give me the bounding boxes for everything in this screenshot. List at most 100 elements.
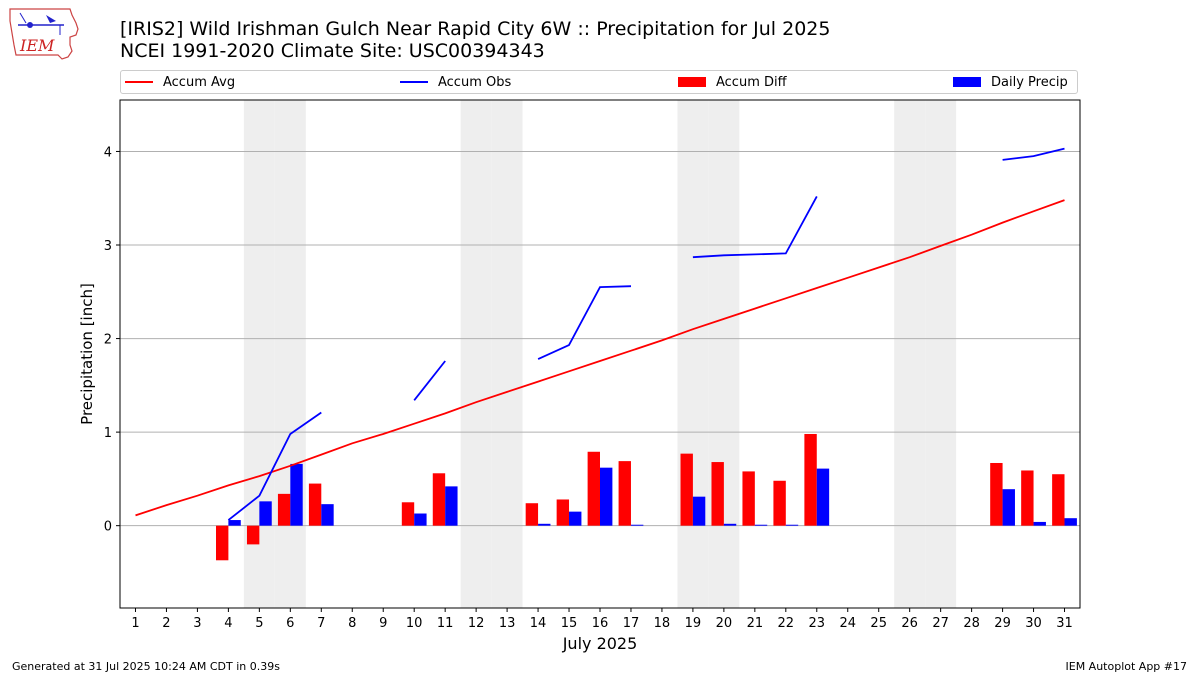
line-accum-obs bbox=[413, 360, 446, 401]
bar-accum-diff bbox=[804, 433, 817, 526]
weekend-shade bbox=[491, 100, 523, 608]
y-tick-label: 2 bbox=[104, 333, 112, 348]
x-tick-label: 18 bbox=[654, 616, 671, 631]
logo-text: IEM bbox=[19, 36, 55, 55]
line-accum-obs bbox=[537, 285, 632, 360]
x-tick-label: 26 bbox=[901, 616, 918, 631]
footer-app: IEM Autoplot App #17 bbox=[1065, 660, 1188, 673]
x-tick-label: 24 bbox=[839, 616, 856, 631]
x-tick-label: 29 bbox=[994, 616, 1011, 631]
bar-daily-precip bbox=[414, 513, 427, 526]
y-tick-label: 1 bbox=[104, 426, 112, 441]
bar-accum-diff bbox=[556, 499, 570, 526]
bar-daily-precip bbox=[290, 463, 303, 526]
legend-item-accum-diff: Accum Diff bbox=[678, 71, 787, 93]
bar-accum-diff bbox=[216, 525, 229, 561]
x-tick-label: 4 bbox=[224, 616, 232, 631]
y-tick-label: 0 bbox=[104, 520, 112, 535]
x-tick-label: 23 bbox=[809, 616, 826, 631]
line-accum-obs bbox=[692, 195, 818, 259]
legend-label-daily-precip: Daily Precip bbox=[991, 74, 1068, 90]
y-axis-label: Precipitation [inch] bbox=[78, 283, 96, 425]
bar-accum-diff bbox=[587, 451, 600, 526]
x-tick-label: 2 bbox=[162, 616, 170, 631]
x-tick-label: 7 bbox=[317, 616, 325, 631]
plot-frame bbox=[119, 99, 1081, 609]
x-tick-label: 30 bbox=[1025, 616, 1042, 631]
x-tick-label: 20 bbox=[716, 616, 733, 631]
weekend-shade bbox=[460, 100, 492, 608]
chart-title: [IRIS2] Wild Irishman Gulch Near Rapid C… bbox=[120, 18, 831, 40]
x-tick-label: 12 bbox=[468, 616, 485, 631]
x-tick-label: 25 bbox=[870, 616, 887, 631]
x-tick-label: 3 bbox=[193, 616, 201, 631]
bar-daily-precip bbox=[569, 511, 582, 526]
legend-swatch-accum-avg bbox=[125, 81, 153, 83]
iowa-map-icon: IEM bbox=[9, 8, 79, 60]
weekend-shade bbox=[677, 100, 709, 608]
bar-accum-diff bbox=[680, 453, 693, 526]
legend-label-accum-diff: Accum Diff bbox=[716, 74, 787, 90]
chart-subtitle: NCEI 1991-2020 Climate Site: USC00394343 bbox=[120, 40, 545, 62]
bar-daily-precip bbox=[723, 523, 737, 526]
bar-accum-diff bbox=[618, 461, 631, 526]
x-tick-label: 16 bbox=[592, 616, 609, 631]
bar-daily-precip bbox=[321, 504, 334, 526]
legend-item-daily-precip: Daily Precip bbox=[953, 71, 1068, 93]
y-tick-label: 3 bbox=[104, 239, 112, 254]
legend-item-accum-avg: Accum Avg bbox=[125, 71, 235, 93]
bar-accum-diff bbox=[711, 462, 724, 526]
bar-daily-precip bbox=[1064, 518, 1077, 526]
weekend-shade bbox=[925, 100, 957, 608]
x-tick-label: 13 bbox=[499, 616, 516, 631]
x-tick-label: 6 bbox=[286, 616, 294, 631]
legend-label-accum-avg: Accum Avg bbox=[163, 74, 236, 90]
x-tick-label: 21 bbox=[747, 616, 764, 631]
bar-accum-diff bbox=[990, 462, 1003, 526]
x-tick-label: 17 bbox=[623, 616, 640, 631]
bar-accum-diff bbox=[277, 493, 291, 526]
bar-accum-diff bbox=[773, 480, 786, 526]
x-tick-label: 11 bbox=[437, 616, 454, 631]
bar-daily-precip bbox=[754, 524, 768, 526]
bar-accum-diff bbox=[1052, 474, 1065, 526]
bar-daily-precip bbox=[445, 486, 458, 526]
weekend-shade bbox=[894, 100, 926, 608]
x-tick-label: 27 bbox=[932, 616, 949, 631]
x-tick-label: 10 bbox=[406, 616, 423, 631]
line-accum-obs bbox=[1002, 147, 1065, 161]
legend-swatch-accum-diff bbox=[678, 77, 706, 87]
bar-accum-diff bbox=[401, 502, 415, 526]
bar-daily-precip bbox=[692, 496, 706, 526]
x-tick-label: 22 bbox=[778, 616, 795, 631]
bar-daily-precip bbox=[600, 467, 613, 526]
bar-accum-diff bbox=[742, 471, 755, 526]
legend-label-accum-obs: Accum Obs bbox=[438, 74, 512, 90]
x-tick-label: 5 bbox=[255, 616, 263, 631]
legend: Accum Avg Accum Obs Accum Diff Daily Pre… bbox=[120, 70, 1078, 94]
bar-accum-diff bbox=[432, 473, 446, 526]
bar-daily-precip bbox=[1033, 521, 1046, 526]
weekend-shade bbox=[274, 100, 306, 608]
bar-daily-precip bbox=[538, 523, 551, 526]
x-tick-label: 1 bbox=[131, 616, 139, 631]
x-tick-label: 28 bbox=[963, 616, 980, 631]
line-accum-obs bbox=[227, 411, 322, 521]
legend-item-accum-obs: Accum Obs bbox=[400, 71, 511, 93]
line-accum-avg bbox=[135, 199, 1065, 517]
x-tick-label: 19 bbox=[685, 616, 702, 631]
bar-daily-precip bbox=[785, 524, 799, 526]
legend-swatch-daily-precip bbox=[953, 77, 981, 87]
x-tick-label: 14 bbox=[530, 616, 547, 631]
weekend-shade bbox=[708, 100, 740, 608]
x-axis-label: July 2025 bbox=[562, 634, 638, 653]
x-tick-label: 8 bbox=[348, 616, 356, 631]
iem-logo: IEM bbox=[6, 5, 82, 61]
bar-daily-precip bbox=[259, 501, 272, 526]
bar-accum-diff bbox=[1021, 470, 1034, 526]
y-tick-label: 4 bbox=[104, 145, 112, 160]
bar-accum-diff bbox=[525, 503, 539, 526]
bar-accum-diff bbox=[308, 483, 322, 526]
legend-swatch-accum-obs bbox=[400, 81, 428, 83]
